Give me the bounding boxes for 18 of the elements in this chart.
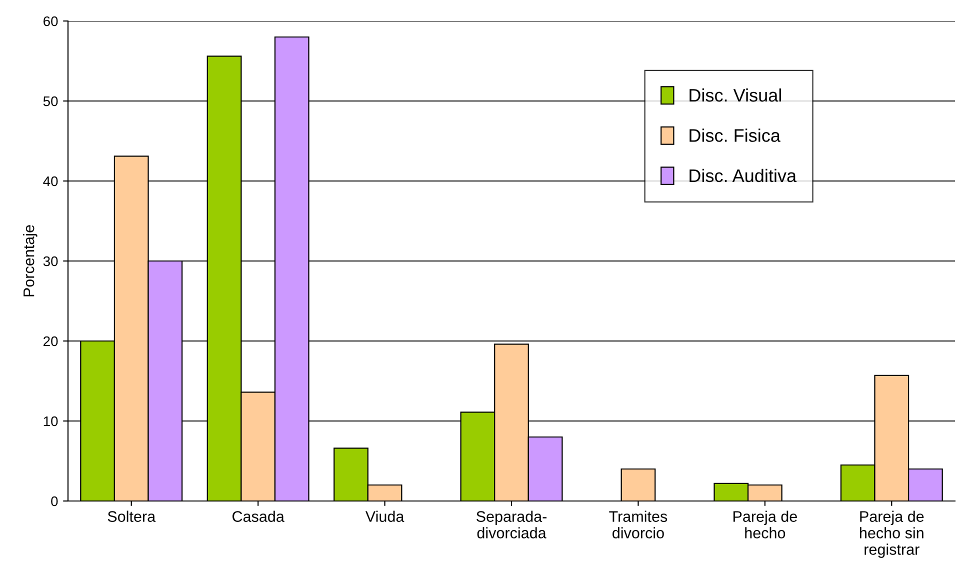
x-tick-label: Pareja de hecho xyxy=(733,510,797,538)
y-tick-label: 30 xyxy=(43,256,58,266)
y-tick-label: 40 xyxy=(43,176,58,186)
y-tick-label: 20 xyxy=(44,336,58,346)
x-tick-label: Pareja de hecho sin registrar xyxy=(860,510,924,558)
y-tick-label: 0 xyxy=(51,496,58,506)
x-tick-label: Soltera xyxy=(108,510,156,522)
x-tick-label: Viuda xyxy=(365,510,404,522)
legend-label: Disc. Fisica xyxy=(690,128,780,142)
legend-label: Disc. Auditiva xyxy=(690,168,797,182)
y-axis-title: Porcentaje xyxy=(23,225,38,296)
x-tick-label: Tramites divorcio xyxy=(609,510,668,538)
x-tick-label: Separada- divorciada xyxy=(476,510,546,538)
y-tick-label: 50 xyxy=(43,96,58,106)
x-tick-label: Casada xyxy=(232,510,284,522)
y-tick-label: 10 xyxy=(44,416,58,426)
y-tick-label: 60 xyxy=(44,16,58,26)
legend-label: Disc. Visual xyxy=(690,88,781,102)
